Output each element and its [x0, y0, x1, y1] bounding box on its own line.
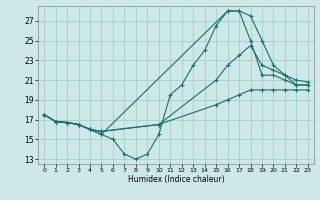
X-axis label: Humidex (Indice chaleur): Humidex (Indice chaleur)	[128, 175, 224, 184]
